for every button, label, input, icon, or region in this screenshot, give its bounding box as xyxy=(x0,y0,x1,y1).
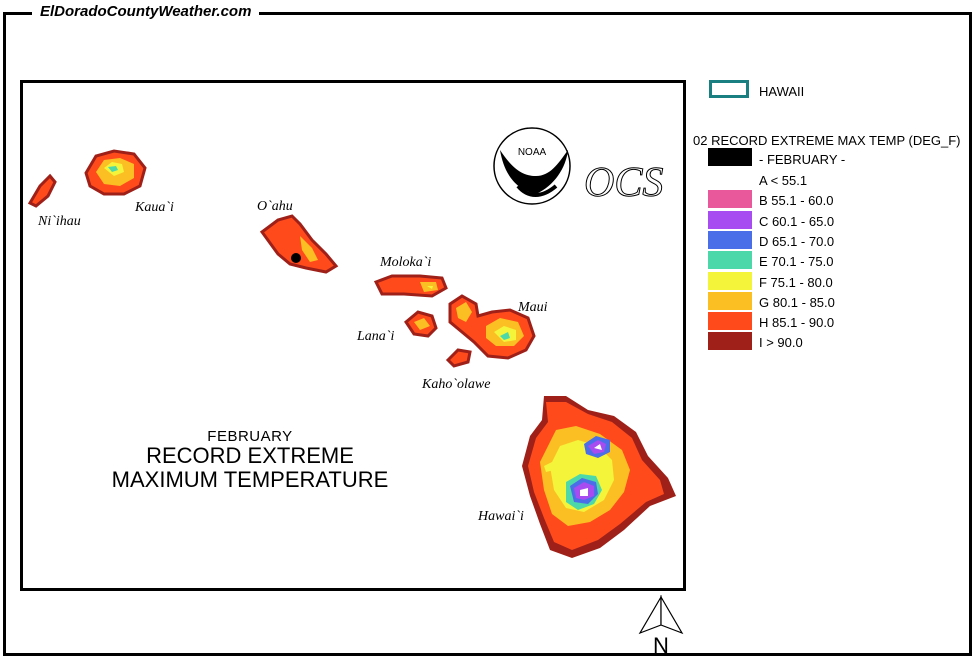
legend-class-label: H 85.1 - 90.0 xyxy=(759,315,835,331)
label-niihau: Ni`ihau xyxy=(37,214,81,229)
map-title-line1: RECORD EXTREME xyxy=(146,443,354,468)
svg-text:NOAA: NOAA xyxy=(518,147,547,158)
map-title-month: FEBRUARY xyxy=(207,428,293,445)
label-molokai: Moloka`i xyxy=(379,255,431,270)
legend-swatch xyxy=(708,312,752,331)
legend-swatch xyxy=(708,332,752,351)
island-oahu xyxy=(259,214,339,274)
legend-swatch-month xyxy=(708,148,752,166)
legend-swatch xyxy=(708,251,752,270)
legend-swatch xyxy=(708,230,752,249)
label-oahu: O`ahu xyxy=(257,199,293,214)
legend-class-label: G 80.1 - 85.0 xyxy=(759,294,835,310)
site-title: ElDoradoCountyWeather.com xyxy=(32,3,260,20)
map-panel xyxy=(20,80,686,591)
island-niihau xyxy=(27,173,57,208)
label-hawaii: Hawai`i xyxy=(477,509,524,524)
label-lanai: Lana`i xyxy=(356,329,394,344)
island-lanai xyxy=(404,310,438,338)
north-arrow-icon: N xyxy=(638,595,684,657)
legend-title: 02 RECORD EXTREME MAX TEMP (DEG_F) xyxy=(693,133,961,148)
label-kauai: Kaua`i xyxy=(134,200,174,215)
island-kahoolawe xyxy=(445,348,472,368)
legend-class-label: A < 55.1 xyxy=(759,173,808,188)
svg-text:N: N xyxy=(653,633,669,657)
island-hawaii xyxy=(522,396,676,558)
legend-swatch xyxy=(708,190,752,209)
legend-month-label: - FEBRUARY - xyxy=(759,152,846,167)
legend-class-label: F 75.1 - 80.0 xyxy=(759,274,833,290)
island-maui xyxy=(448,294,536,360)
label-kahoolawe: Kaho`olawe xyxy=(421,377,490,392)
map-title-line2: MAXIMUM TEMPERATURE xyxy=(111,467,389,492)
legend-class-label: B 55.1 - 60.0 xyxy=(759,193,834,209)
legend-swatch xyxy=(708,210,752,229)
island-molokai xyxy=(373,274,448,298)
island-kauai xyxy=(84,149,147,196)
legend-class-label: E 70.1 - 75.0 xyxy=(759,254,834,270)
legend-class-label: I > 90.0 xyxy=(759,335,803,351)
ocs-logo: OCS xyxy=(584,160,663,206)
noaa-logo: NOAA xyxy=(493,127,571,205)
hawaii-region-label: HAWAII xyxy=(759,84,805,99)
legend-swatch xyxy=(708,291,752,310)
legend-swatch xyxy=(708,271,752,290)
label-maui: Maui xyxy=(517,300,548,315)
outer-frame xyxy=(3,12,972,656)
hawaii-region-swatch xyxy=(709,80,749,98)
legend-class-label: D 65.1 - 70.0 xyxy=(759,233,835,249)
legend-swatch xyxy=(708,170,752,188)
legend-class-label: C 60.1 - 65.0 xyxy=(759,213,835,229)
